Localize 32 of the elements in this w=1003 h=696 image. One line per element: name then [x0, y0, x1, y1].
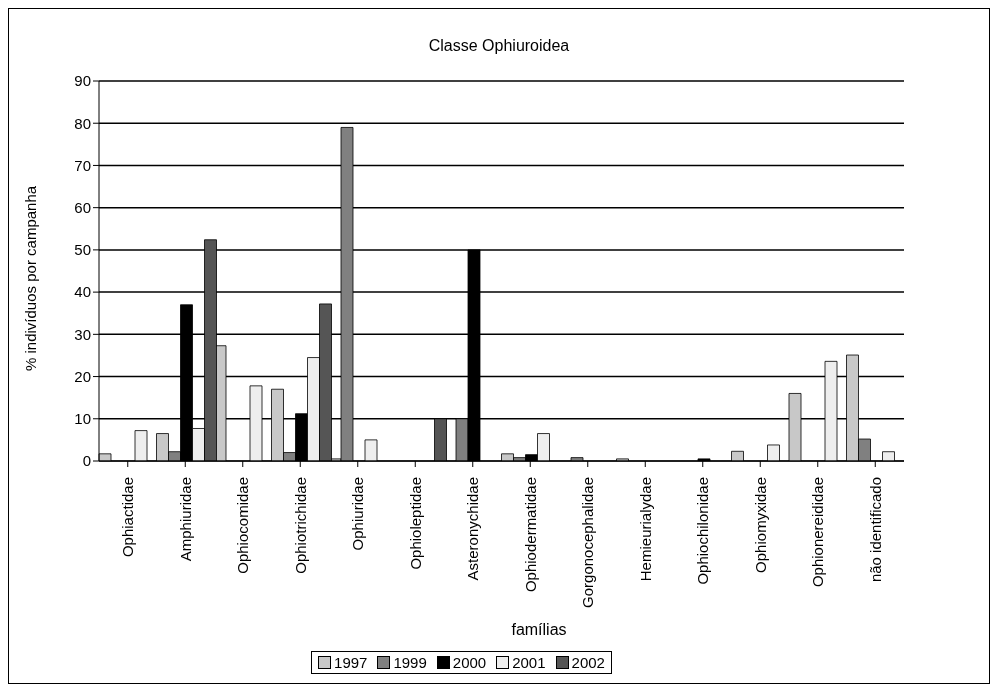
y-tick-label: 60	[74, 198, 91, 216]
x-tick-label: Amphiuridae	[176, 477, 194, 562]
y-axis-title: % indivíduos por campanha	[22, 185, 40, 371]
x-tick-label: Ophiuridae	[349, 477, 367, 551]
x-tick-label: Ophioleptidae	[406, 477, 424, 570]
y-tick-label: 10	[74, 410, 91, 428]
chart-title: Classe Ophiuroidea	[427, 37, 571, 55]
y-tick-label: 30	[74, 325, 91, 343]
x-tick-label: Hemieurialydae	[636, 477, 654, 582]
x-tick-label: Ophionereididae	[809, 477, 827, 588]
x-tick-label: Ophiotrichidae	[291, 477, 309, 574]
x-tick-label: Ophiochilonidae	[694, 477, 712, 585]
x-tick-label: não identificado	[866, 477, 884, 583]
y-tick-label: 20	[74, 367, 91, 385]
legend-label: 1997	[333, 654, 368, 671]
x-tick-label: Gorgonocephalidae	[579, 477, 597, 608]
legend-label: 2001	[511, 654, 546, 671]
y-tick-label: 50	[74, 241, 91, 259]
legend-label: 1999	[392, 654, 427, 671]
x-tick-label: Ophiomyxidae	[751, 477, 769, 573]
y-tick-label: 90	[74, 72, 91, 90]
legend-label: 2000	[451, 654, 487, 671]
x-tick-label: Asteronychidae	[464, 477, 482, 581]
x-tick-label: Ophiodermatidae	[521, 477, 539, 593]
x-axis-title: famílias	[510, 621, 568, 639]
legend-label: 2002	[570, 654, 605, 671]
x-tick-label: Ophiactidae	[119, 477, 137, 558]
y-tick-label: 40	[74, 283, 91, 301]
y-tick-label: 70	[74, 156, 91, 174]
y-tick-label: 0	[82, 452, 91, 470]
x-tick-label: Ophiocomidae	[234, 477, 252, 574]
y-tick-label: 80	[74, 114, 91, 132]
